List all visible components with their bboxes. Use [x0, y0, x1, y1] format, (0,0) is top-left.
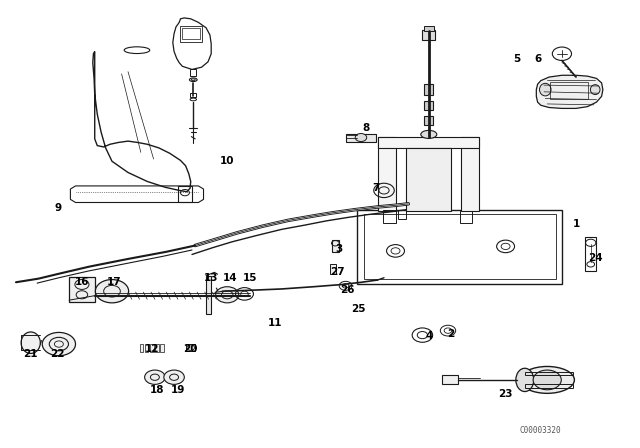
- Text: 10: 10: [220, 156, 234, 166]
- Bar: [525, 384, 573, 388]
- Bar: [206, 276, 211, 314]
- Text: 2: 2: [447, 329, 455, 339]
- Bar: [383, 210, 396, 223]
- Text: 1: 1: [572, 219, 580, 229]
- Bar: [145, 344, 148, 352]
- Bar: [378, 137, 396, 211]
- Bar: [150, 344, 154, 352]
- Text: 18: 18: [150, 385, 164, 395]
- Bar: [460, 211, 472, 223]
- Ellipse shape: [520, 366, 575, 393]
- Bar: [424, 101, 433, 110]
- Circle shape: [533, 370, 561, 390]
- Text: 9: 9: [54, 203, 61, 213]
- Polygon shape: [536, 75, 603, 108]
- Text: 6: 6: [534, 54, 541, 64]
- Bar: [398, 210, 406, 219]
- Bar: [424, 116, 433, 125]
- Bar: [182, 28, 200, 39]
- Bar: [422, 30, 435, 40]
- Bar: [364, 214, 556, 279]
- Bar: [160, 344, 164, 352]
- Bar: [442, 375, 458, 384]
- Text: 22: 22: [51, 349, 65, 359]
- Text: 24: 24: [588, 253, 602, 263]
- Text: 12: 12: [145, 345, 159, 354]
- Text: 26: 26: [340, 285, 355, 295]
- Bar: [186, 344, 195, 351]
- Circle shape: [95, 280, 129, 303]
- Text: 7: 7: [372, 183, 380, 193]
- Text: 17: 17: [107, 277, 121, 287]
- Text: 20: 20: [184, 345, 198, 354]
- Text: 8: 8: [362, 123, 370, 133]
- Ellipse shape: [591, 85, 600, 95]
- Text: 15: 15: [243, 273, 257, 283]
- Bar: [585, 237, 596, 271]
- Text: 27: 27: [331, 267, 345, 277]
- Bar: [190, 93, 196, 97]
- Text: 16: 16: [75, 277, 89, 287]
- Text: 25: 25: [351, 304, 365, 314]
- Bar: [525, 372, 573, 375]
- Text: 19: 19: [171, 385, 185, 395]
- Circle shape: [42, 332, 76, 356]
- Ellipse shape: [355, 134, 367, 142]
- Bar: [550, 82, 588, 99]
- Bar: [190, 69, 196, 76]
- Text: 23: 23: [499, 389, 513, 399]
- Bar: [155, 344, 159, 352]
- Text: 3: 3: [335, 244, 343, 254]
- Text: C00003320: C00003320: [520, 426, 562, 435]
- Text: 14: 14: [223, 273, 237, 283]
- Circle shape: [164, 370, 184, 384]
- Bar: [332, 240, 339, 252]
- Ellipse shape: [516, 368, 534, 392]
- Text: 13: 13: [204, 273, 218, 283]
- Ellipse shape: [421, 130, 437, 138]
- Text: 5: 5: [513, 54, 521, 64]
- Bar: [461, 137, 479, 211]
- Bar: [424, 84, 433, 95]
- Bar: [178, 186, 192, 202]
- Circle shape: [216, 287, 239, 303]
- Bar: [140, 344, 143, 352]
- Bar: [69, 277, 95, 302]
- Ellipse shape: [21, 332, 40, 353]
- Text: 21: 21: [24, 349, 38, 359]
- Ellipse shape: [540, 83, 551, 96]
- Bar: [378, 137, 479, 148]
- Bar: [330, 264, 336, 274]
- Text: 4: 4: [425, 331, 433, 341]
- Text: 11: 11: [268, 318, 282, 327]
- Circle shape: [145, 370, 165, 384]
- Bar: [424, 26, 434, 31]
- Bar: [180, 26, 202, 42]
- Bar: [357, 210, 562, 284]
- Bar: [406, 148, 451, 211]
- Bar: [346, 134, 376, 142]
